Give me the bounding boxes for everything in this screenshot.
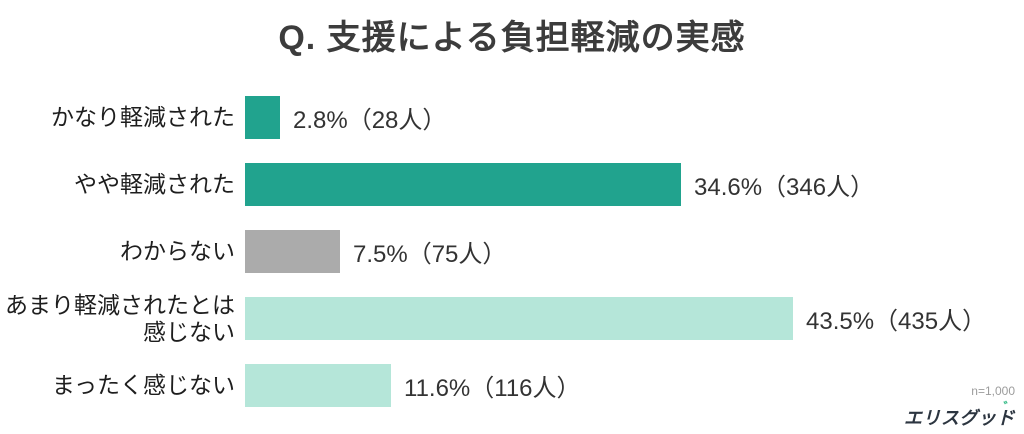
category-label: あまり軽減されたとは 感じない — [5, 292, 235, 345]
value-label: 43.5%（435人） — [806, 308, 987, 335]
chart-row: かなり軽減された 2.8%（28人） — [0, 84, 1024, 151]
bar-track: 11.6%（116人） — [245, 352, 1024, 419]
bar — [245, 364, 391, 407]
chart-row: まったく感じない 11.6%（116人） — [0, 352, 1024, 419]
bar-track: 34.6%（346人） — [245, 151, 1024, 218]
bar — [245, 96, 280, 139]
bar — [245, 297, 793, 340]
brand-logo: エリスグッド ゛ — [904, 400, 1017, 430]
category-label: わからない — [120, 238, 235, 265]
bar-track: 2.8%（28人） — [245, 84, 1024, 151]
value-label: 2.8%（28人） — [293, 107, 447, 134]
chart-row: わからない 7.5%（75人） — [0, 218, 1024, 285]
chart-footer: n=1,000 エリスグッド ゛ — [904, 384, 1017, 430]
value-label: 7.5%（75人） — [353, 241, 507, 268]
bar — [245, 163, 681, 206]
brand-logo-accent-icon: ゛ — [1003, 400, 1017, 415]
category-label: まったく感じない — [51, 372, 235, 399]
bar-chart: かなり軽減された 2.8%（28人） やや軽減された 34.6%（346人） わ… — [0, 84, 1024, 419]
chart-row: あまり軽減されたとは 感じない 43.5%（435人） — [0, 285, 1024, 352]
sample-size-label: n=1,000 — [971, 384, 1015, 398]
chart-title: Q. 支援による負担軽減の実感 — [278, 19, 746, 57]
value-label: 11.6%（116人） — [404, 375, 581, 402]
chart-row: やや軽減された 34.6%（346人） — [0, 151, 1024, 218]
bar-track: 7.5%（75人） — [245, 218, 1024, 285]
value-label: 34.6%（346人） — [694, 174, 875, 201]
category-label: やや軽減された — [74, 171, 235, 198]
brand-logo-text: エリスグッド — [904, 408, 1015, 428]
bar — [245, 230, 340, 273]
category-label: かなり軽減された — [51, 104, 235, 131]
bar-track: 43.5%（435人） — [245, 285, 1024, 352]
